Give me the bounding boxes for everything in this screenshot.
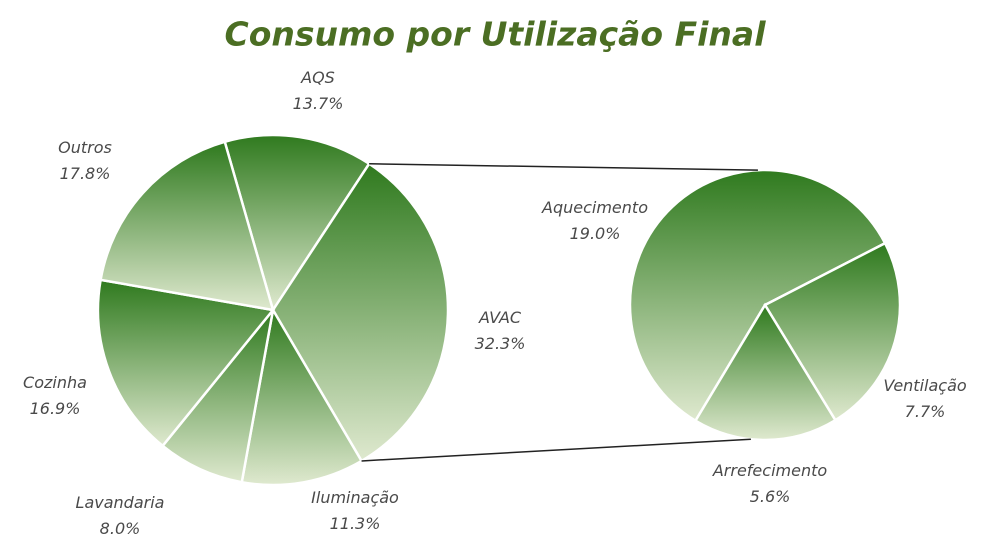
slice-label: Ventilação 7.7%	[883, 376, 967, 421]
slice-value: 19.0%	[570, 224, 621, 243]
slice-name: Lavandaria	[76, 493, 165, 512]
slice-value: 16.9%	[30, 399, 81, 418]
slice-value: 17.8%	[60, 164, 111, 183]
slice-name: Iluminação	[311, 488, 399, 507]
pie-slice	[271, 162, 450, 463]
slice-name: Aquecimento	[541, 198, 648, 217]
slice-name: Cozinha	[23, 373, 87, 392]
slice-value: 13.7%	[293, 94, 344, 113]
slice-name: Ventilação	[883, 376, 967, 395]
slice-value: 7.7%	[905, 402, 946, 421]
slice-label: AQS 13.7%	[293, 68, 344, 113]
slice-label: Iluminação 11.3%	[311, 488, 399, 533]
slice-label: Outros 17.8%	[58, 138, 112, 183]
chart-title: Consumo por Utilização Final	[224, 15, 766, 54]
pie-slice	[628, 168, 887, 423]
pie-slice	[763, 241, 902, 422]
pie-slice	[693, 302, 838, 442]
slice-value: 8.0%	[100, 519, 141, 538]
slice-label: Cozinha 16.9%	[23, 373, 87, 418]
connector-line	[369, 163, 758, 171]
pie-slice	[99, 140, 275, 312]
slice-label: AVAC 32.3%	[475, 308, 526, 353]
slice-label: Aquecimento 19.0%	[541, 198, 648, 243]
pie-slice	[240, 306, 364, 487]
pie-slice	[96, 278, 276, 448]
slice-value: 32.3%	[475, 334, 526, 353]
slice-value: 11.3%	[330, 514, 381, 533]
slice-name: AVAC	[478, 308, 522, 327]
slice-name: Arrefecimento	[712, 461, 828, 480]
slice-label: Arrefecimento 5.6%	[712, 461, 828, 506]
slice-value: 5.6%	[750, 487, 791, 506]
connector-line	[361, 438, 751, 462]
slice-name: Outros	[58, 138, 112, 157]
slice-label: Lavandaria 8.0%	[76, 493, 165, 538]
slice-name: AQS	[300, 68, 335, 87]
